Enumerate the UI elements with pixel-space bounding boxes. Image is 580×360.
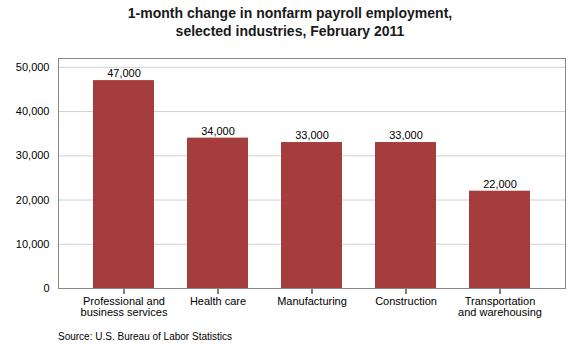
svg-text:47,000: 47,000 [107, 67, 141, 79]
svg-text:10,000: 10,000 [16, 238, 50, 250]
svg-text:Transportationand warehousing: Transportationand warehousing [458, 295, 542, 318]
svg-text:Manufacturing: Manufacturing [277, 295, 347, 307]
svg-text:22,000: 22,000 [483, 178, 517, 190]
svg-text:Construction: Construction [375, 295, 437, 307]
svg-text:0: 0 [43, 282, 49, 294]
html-text:1-month change in nonfarm payr: 1-month change in nonfarm payroll employ… [127, 5, 453, 39]
html-text:Source: U.S. Bureau of Labor S: Source: U.S. Bureau of Labor Statistics [58, 331, 232, 342]
svg-text:20,000: 20,000 [16, 194, 50, 206]
svg-text:Health care: Health care [190, 295, 246, 307]
svg-text:33,000: 33,000 [295, 129, 329, 141]
svg-text:34,000: 34,000 [201, 125, 235, 137]
svg-text:50,000: 50,000 [16, 61, 50, 73]
svg-text:40,000: 40,000 [16, 105, 50, 117]
svg-text:30,000: 30,000 [16, 149, 50, 161]
svg-text:33,000: 33,000 [389, 129, 423, 141]
svg-text:Professional andbusiness servi: Professional andbusiness services [81, 295, 168, 318]
